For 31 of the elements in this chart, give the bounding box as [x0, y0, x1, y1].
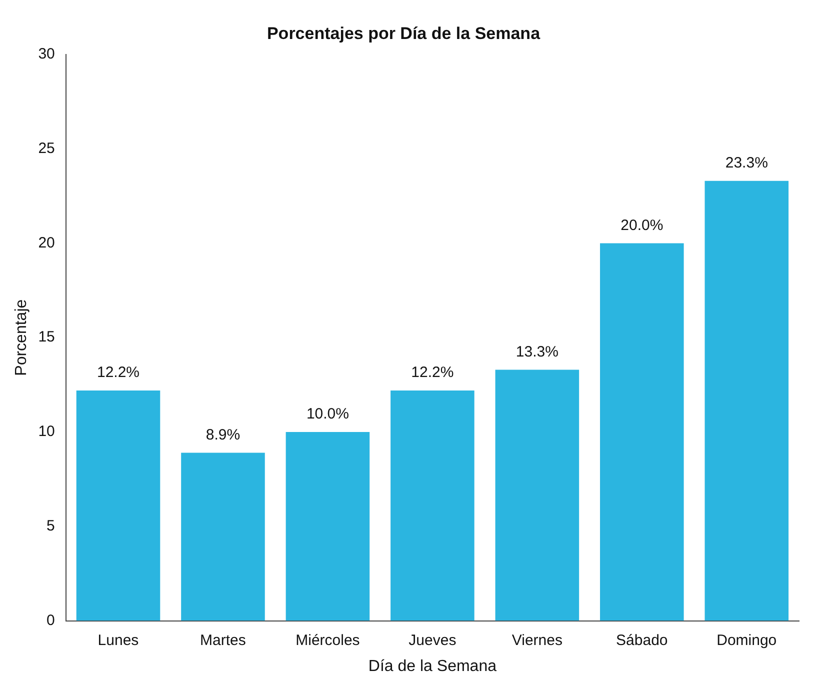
data-label: 10.0% — [306, 406, 349, 423]
x-tick-label: Lunes — [98, 632, 139, 649]
bar — [390, 390, 474, 621]
y-tick-label: 30 — [38, 46, 55, 63]
data-label: 8.9% — [206, 426, 240, 444]
x-tick-label: Jueves — [408, 632, 456, 649]
chart-title: Porcentajes por Día de la Semana — [266, 24, 541, 43]
data-label: 12.2% — [411, 364, 454, 382]
y-tick-label: 0 — [46, 612, 55, 629]
bar — [704, 180, 789, 621]
x-tick-label: Viernes — [512, 632, 562, 649]
data-label: 13.3% — [516, 343, 558, 360]
data-label: 20.0% — [620, 216, 664, 234]
y-tick-label: 5 — [46, 518, 55, 535]
x-tick-label: Miércoles — [296, 632, 360, 649]
x-tick-label: Sábado — [616, 632, 668, 649]
bar — [286, 432, 370, 621]
x-axis-title: Día de la Semana — [368, 658, 497, 675]
data-label: 12.2% — [96, 364, 140, 382]
bar — [76, 390, 160, 621]
bar — [600, 243, 684, 621]
data-label: 23.3% — [725, 154, 768, 172]
bar — [495, 370, 580, 621]
y-tick-label: 25 — [38, 140, 55, 157]
y-tick-label: 20 — [38, 234, 55, 252]
y-tick-label: 15 — [38, 328, 55, 346]
x-tick-label: Martes — [200, 632, 246, 649]
bar — [181, 452, 265, 621]
y-tick-label: 10 — [38, 423, 55, 440]
x-tick-label: Domingo — [716, 632, 777, 649]
y-axis-title: Porcentaje — [13, 299, 30, 376]
